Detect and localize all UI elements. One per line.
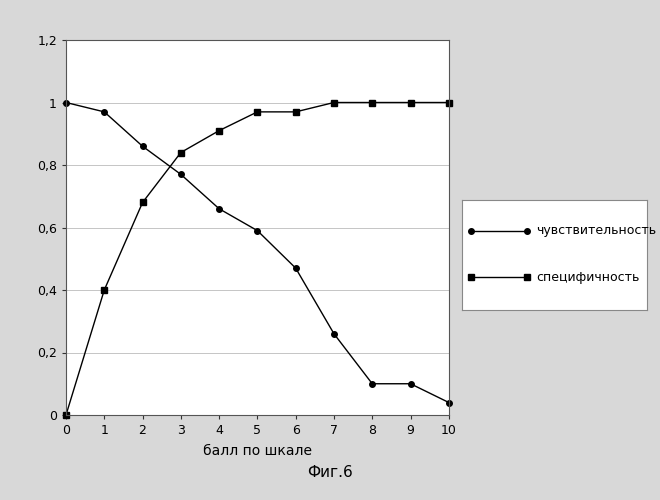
специфичность: [62, 412, 70, 418]
специфичность: [215, 128, 223, 134]
чувствительность: [407, 381, 414, 387]
чувствительность: [330, 331, 338, 337]
чувствительность: [253, 228, 261, 234]
чувствительность: [368, 381, 376, 387]
X-axis label: балл по шкале: балл по шкале: [203, 444, 312, 458]
Text: Фиг.6: Фиг.6: [307, 465, 353, 480]
чувствительность: [62, 100, 70, 105]
чувствительность: [177, 172, 185, 177]
специфичность: [292, 109, 300, 115]
чувствительность: [139, 143, 147, 149]
специфичность: [253, 109, 261, 115]
чувствительность: [215, 206, 223, 212]
специфичность: [177, 150, 185, 156]
Text: специфичность: специфичность: [536, 270, 640, 283]
чувствительность: [100, 109, 108, 115]
Line: чувствительность: чувствительность: [63, 100, 451, 406]
Text: чувствительность: чувствительность: [536, 224, 656, 237]
специфичность: [330, 100, 338, 105]
Line: специфичность: специфичность: [63, 100, 451, 418]
специфичность: [407, 100, 414, 105]
чувствительность: [292, 265, 300, 271]
специфичность: [100, 287, 108, 293]
специфичность: [445, 100, 453, 105]
специфичность: [139, 200, 147, 205]
чувствительность: [445, 400, 453, 406]
специфичность: [368, 100, 376, 105]
